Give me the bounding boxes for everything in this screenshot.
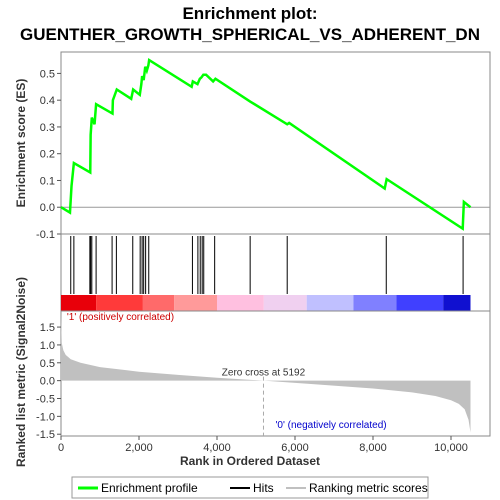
es-panel-frame xyxy=(60,51,491,235)
chart-title-line1: Enrichment plot: xyxy=(182,4,317,23)
es-y-tick-label: 0.3 xyxy=(40,122,55,134)
metric-y-tick-label: -1.0 xyxy=(36,411,55,423)
es-y-tick-label: -0.1 xyxy=(36,229,55,241)
metric-y-tick-label: 0.0 xyxy=(40,376,55,388)
gradient-segment xyxy=(174,295,217,311)
metric-x-tick-label: 4,000 xyxy=(203,442,231,454)
metric-y-tick-label: 1.5 xyxy=(40,322,55,334)
legend-label-hits: Hits xyxy=(253,481,274,495)
hits-panel xyxy=(60,233,491,312)
gradient-segment xyxy=(263,295,307,311)
es-panel: -0.1 0.0 0.1 0.2 0.3 0.4 0.5 Enrichment score … xyxy=(14,51,491,241)
es-profile-line xyxy=(60,57,472,231)
metric-x-tick-label: 10,000 xyxy=(434,442,468,454)
gradient-segment xyxy=(217,295,264,311)
ranking-metric-area xyxy=(61,312,471,433)
metric-x-tick-label: 6,000 xyxy=(281,442,309,454)
es-y-tick-label: 0.0 xyxy=(40,202,55,214)
legend-label-metric: Ranking metric scores xyxy=(309,481,428,495)
gradient-segment xyxy=(96,295,143,311)
legend: Enrichment profile Hits Ranking metric s… xyxy=(71,476,429,499)
metric-y-tick-label: 1.0 xyxy=(40,340,55,352)
gradient-segment xyxy=(443,295,471,311)
metric-x-tick-label: 8,000 xyxy=(359,442,387,454)
metric-y-tick-label: 0.5 xyxy=(40,358,55,370)
hit-lines xyxy=(70,236,464,294)
metric-y-tick-label: -1.5 xyxy=(36,429,55,441)
es-y-tick-label: 0.1 xyxy=(40,175,55,187)
gradient-segment xyxy=(396,295,444,311)
legend-label-enrichment: Enrichment profile xyxy=(101,481,198,495)
zero-cross-label: Zero cross at 5192 xyxy=(222,368,306,379)
metric-x-ticks: 0 2,000 4,000 6,000 8,000 10,000 xyxy=(58,436,468,454)
gradient-segment xyxy=(142,295,175,311)
metric-y-ticks: -1.5 -1.0 -0.5 0.0 0.5 1.0 1.5 xyxy=(36,322,61,441)
chart-title-line2: GUENTHER_GROWTH_SPHERICAL_VS_ADHERENT_DN xyxy=(20,25,480,44)
es-y-tick-label: 0.4 xyxy=(40,95,55,107)
es-y-tick-label: 0.2 xyxy=(40,149,55,161)
gradient-segment xyxy=(61,295,97,311)
es-y-ticks: -0.1 0.0 0.1 0.2 0.3 0.4 0.5 xyxy=(36,68,61,241)
gradient-segment xyxy=(353,295,397,311)
negative-correlation-label: '0' (negatively correlated) xyxy=(276,420,387,431)
metric-panel: Zero cross at 5192 '1' (positively corre… xyxy=(14,277,491,468)
positive-correlation-label: '1' (positively correlated) xyxy=(67,312,174,323)
rank-gradient-bar xyxy=(61,295,471,311)
metric-x-tick-label: 2,000 xyxy=(125,442,153,454)
metric-x-axis-label: Rank in Ordered Dataset xyxy=(180,454,320,468)
es-y-axis-label: Enrichment score (ES) xyxy=(14,79,28,208)
es-y-tick-label: 0.5 xyxy=(40,68,55,80)
metric-y-tick-label: -0.5 xyxy=(36,394,55,406)
metric-x-tick-label: 0 xyxy=(58,442,64,454)
metric-y-axis-label: Ranked list metric (Signal2Noise) xyxy=(14,277,28,467)
gradient-segment xyxy=(306,295,354,311)
